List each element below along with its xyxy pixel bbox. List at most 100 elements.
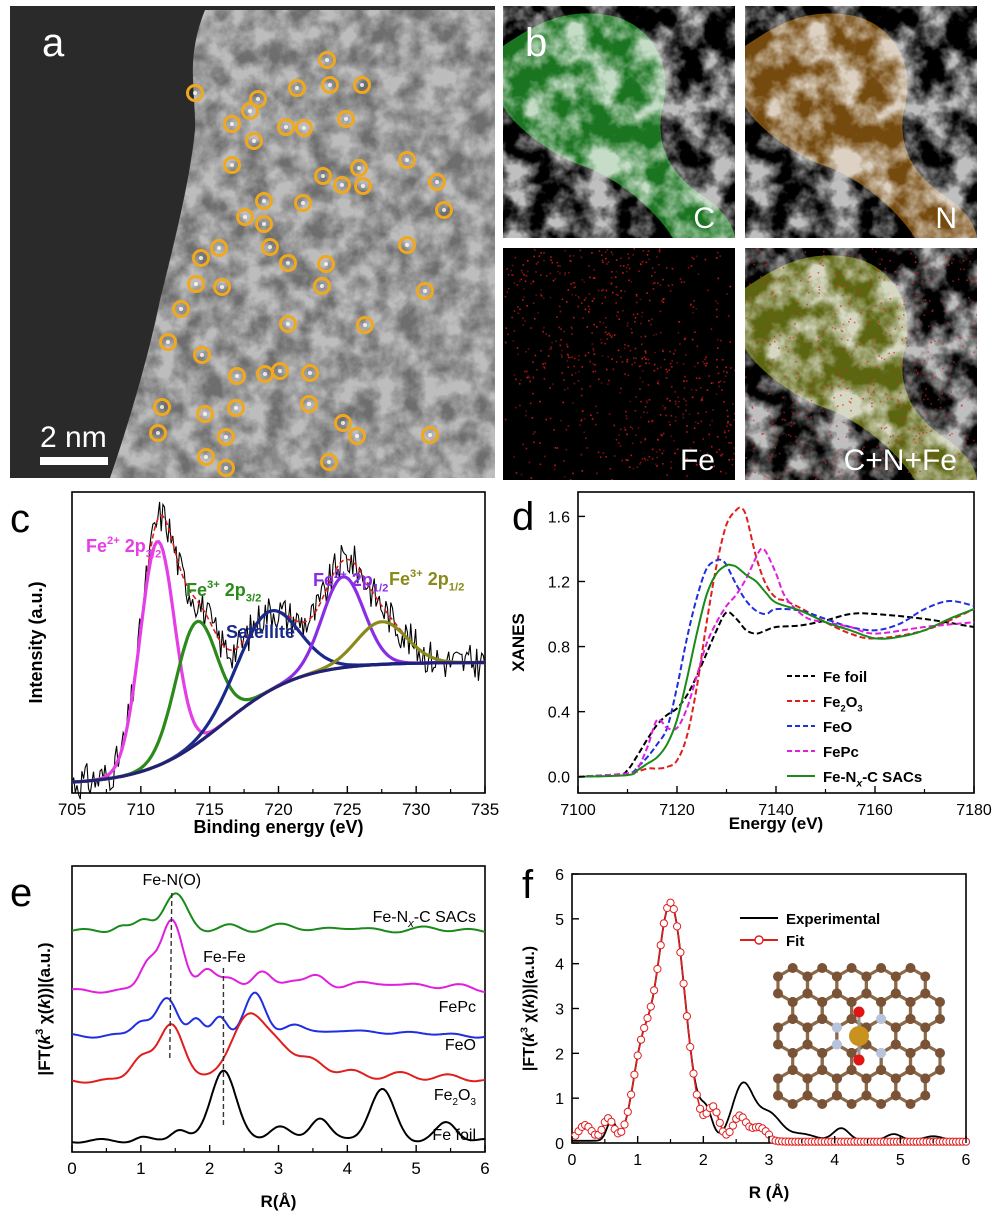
series-label: Fe2O3 (823, 694, 863, 714)
atom-marker (193, 346, 211, 364)
atom-dot (423, 289, 427, 293)
atom-dot (307, 402, 311, 406)
x-tick-label: 0 (568, 1152, 577, 1169)
atom-marker (210, 239, 228, 257)
atom-marker (301, 364, 319, 382)
atom-dot (200, 353, 204, 357)
carbon-atom (935, 1048, 945, 1058)
carbon-atom (935, 1014, 945, 1024)
carbon-atom (846, 963, 857, 973)
y-tick-label: 2 (555, 1046, 564, 1063)
nitrogen-atom (831, 1022, 842, 1033)
fit-point (656, 941, 665, 950)
fit-point (669, 905, 678, 914)
atom-dot (295, 86, 299, 90)
y-tick-label: 5 (555, 912, 564, 929)
x-tick-label: 7140 (758, 802, 794, 819)
fit-point (666, 898, 675, 907)
y-tick-label: 0.8 (548, 640, 570, 657)
carbon-atom (787, 1014, 798, 1024)
fit-point (607, 1117, 616, 1126)
series-fe2o3 (71, 1012, 486, 1084)
atom-marker (217, 459, 235, 477)
atom-marker (279, 254, 297, 272)
atom-dot (230, 163, 234, 167)
atom-marker (314, 167, 332, 185)
panel-b-eds-maps: bC NFe C+N+Fe (503, 6, 977, 480)
carbon-atom (787, 997, 798, 1007)
fit-point (617, 1127, 626, 1136)
nitrogen-atom (876, 1014, 887, 1024)
carbon-atom (890, 988, 901, 999)
atom-dot (344, 117, 348, 121)
atom-marker (300, 395, 318, 413)
atom-marker (435, 201, 453, 219)
panel-e-letter: e (10, 871, 32, 915)
panel-b-letter: b (525, 21, 547, 65)
atom-dot (341, 421, 345, 425)
atom-marker (313, 277, 331, 295)
carbon-atom (802, 1090, 813, 1101)
atom-dot (194, 282, 198, 286)
x-tick-label: 6 (962, 1152, 971, 1169)
fit-point (633, 1051, 642, 1060)
bond-ring (776, 1068, 810, 1106)
atom-marker (217, 428, 235, 446)
series-fe-nx-c-sacs (71, 892, 486, 934)
atom-dot (302, 126, 306, 130)
x-tick-label: 2 (205, 1159, 214, 1178)
carbon-atom (920, 971, 931, 982)
atom-dot (325, 58, 329, 62)
atom-marker (421, 426, 439, 444)
atom-dot (262, 222, 266, 226)
series-label: Fe3+ 2p1/2 (389, 568, 464, 594)
carbon-atom (817, 997, 828, 1007)
annotation-fe-fe: Fe-Fe (203, 949, 246, 966)
iron-atom (849, 1026, 869, 1046)
y-tick-label: 0 (555, 1136, 564, 1153)
series-label: FeO (445, 1037, 476, 1054)
atom-dot (248, 109, 252, 113)
carbon-atom (905, 1014, 916, 1024)
carbon-atom (920, 1039, 931, 1050)
carbon-atom (773, 1022, 783, 1033)
atom-marker (333, 176, 351, 194)
atom-dot (355, 434, 359, 438)
atom-dot (286, 322, 290, 326)
x-tick-label: 705 (58, 800, 86, 819)
fit-point (728, 1121, 738, 1130)
eds-map-n: N (745, 6, 977, 238)
atom-marker (398, 151, 416, 169)
eds-map-c: bC (503, 6, 735, 238)
carbon-atom (905, 997, 916, 1007)
carbon-atom (787, 1048, 798, 1058)
atom-marker (186, 84, 204, 102)
x-tick-label: 1 (633, 1152, 642, 1169)
series-label: FePc (823, 744, 859, 761)
fit-point (640, 1023, 649, 1033)
fit-point (692, 1090, 701, 1099)
carbon-atom (773, 1039, 783, 1050)
carbon-atom (831, 971, 842, 982)
carbon-atom (802, 988, 813, 999)
atom-marker (236, 208, 254, 226)
scale-bar-label: 2 nm (40, 421, 107, 454)
x-tick-label: 2 (699, 1152, 708, 1169)
legend: Fe foil Fe2O3 FeO FePc Fe-Nx-C SACs (787, 669, 922, 790)
atom-dot (328, 83, 332, 87)
carbon-atom (846, 1099, 857, 1109)
atom-dot (199, 256, 203, 260)
series-label: Satellite (226, 622, 295, 642)
annotation-fe-n: Fe-N(O) (142, 872, 201, 889)
map-label: Fe (680, 444, 715, 477)
map-background (503, 248, 735, 480)
fit-point (679, 979, 688, 988)
atom-dot (321, 174, 325, 178)
carbon-atom (890, 1022, 901, 1033)
y-tick-label: 4 (555, 957, 564, 974)
atom-dot (360, 83, 364, 87)
atom-dot (166, 340, 170, 344)
fit-markers (571, 898, 971, 1146)
y-tick-label: 0.0 (548, 770, 570, 787)
